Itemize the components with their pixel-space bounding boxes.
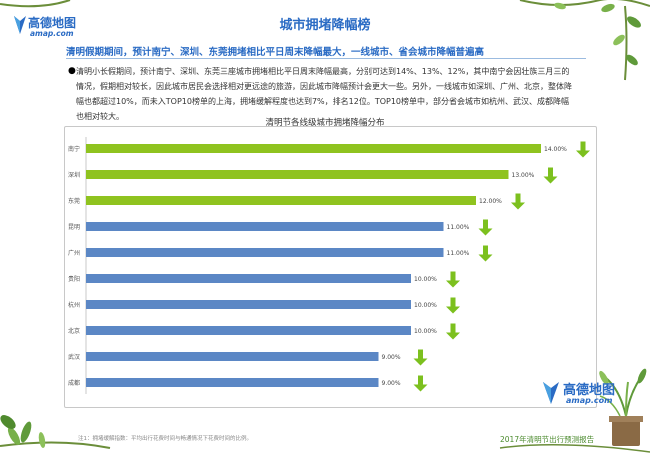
value-label: 9.00% [382, 380, 401, 387]
category-label: 武汉 [68, 353, 80, 361]
down-arrow-icon [478, 219, 493, 236]
chart-frame [64, 126, 597, 408]
bar [86, 300, 411, 309]
down-arrow-icon [446, 323, 460, 340]
bar [86, 378, 379, 387]
divider [66, 58, 586, 59]
value-label: 9.00% [382, 354, 401, 361]
bar [86, 144, 541, 153]
bullet-icon: ● [68, 66, 76, 76]
down-arrow-icon [446, 297, 460, 314]
page-title: 城市拥堵降幅榜 [279, 18, 371, 33]
down-arrow-icon [413, 375, 428, 392]
value-label: 11.00% [447, 224, 470, 231]
category-label: 杭州 [68, 301, 80, 309]
down-arrow-icon [576, 141, 590, 158]
down-arrow-icon [543, 167, 558, 184]
footer-brand-name: 高德地图 [563, 383, 616, 398]
down-arrow-icon [413, 349, 428, 366]
bar [86, 352, 379, 361]
brand-url: amap.com [30, 29, 74, 38]
bar [86, 170, 509, 179]
value-label: 11.00% [447, 250, 470, 257]
category-label: 北京 [68, 327, 80, 335]
amap-logo-icon [14, 16, 26, 34]
down-arrow-icon [446, 271, 460, 288]
category-label: 贵阳 [68, 275, 80, 283]
category-label: 昆明 [68, 224, 80, 231]
category-label: 东莞 [68, 197, 80, 205]
down-arrow-icon [511, 193, 525, 210]
summary-paragraph: 清明小长假期间，预计南宁、深圳、东莞三座城市拥堵相比平日周末降幅最高，分别可达到… [76, 67, 572, 121]
value-label: 10.00% [414, 328, 437, 335]
down-arrow-icon [478, 245, 493, 262]
bar [86, 326, 411, 335]
amap-logo-icon-footer [543, 382, 559, 404]
bar [86, 248, 444, 257]
value-label: 10.00% [414, 302, 437, 309]
category-label: 深圳 [68, 171, 80, 179]
category-label: 南宁 [68, 145, 80, 153]
bar [86, 196, 476, 205]
footer-brand-url: amap.com [566, 396, 613, 405]
bar [86, 274, 411, 283]
brand-name: 高德地图 [28, 16, 77, 30]
footnote: 注1：拥堵缓解指数：平均出行花费时间与畅通情况下花费时间的比例。 [78, 436, 253, 442]
report-title: 2017年清明节出行预测报告 [500, 435, 595, 444]
value-label: 13.00% [512, 172, 535, 179]
chart-title: 清明节各线级城市拥堵降幅分布 [265, 118, 385, 128]
value-label: 12.00% [479, 198, 502, 205]
value-label: 10.00% [414, 276, 437, 283]
bar [86, 222, 444, 231]
category-label: 广州 [68, 249, 80, 257]
summary-headline: 清明假期期间，预计南宁、深圳、东莞拥堵相比平日周末降幅最大，一线城市、省会城市降… [66, 47, 485, 58]
category-label: 成都 [68, 379, 80, 387]
value-label: 14.00% [544, 146, 567, 153]
